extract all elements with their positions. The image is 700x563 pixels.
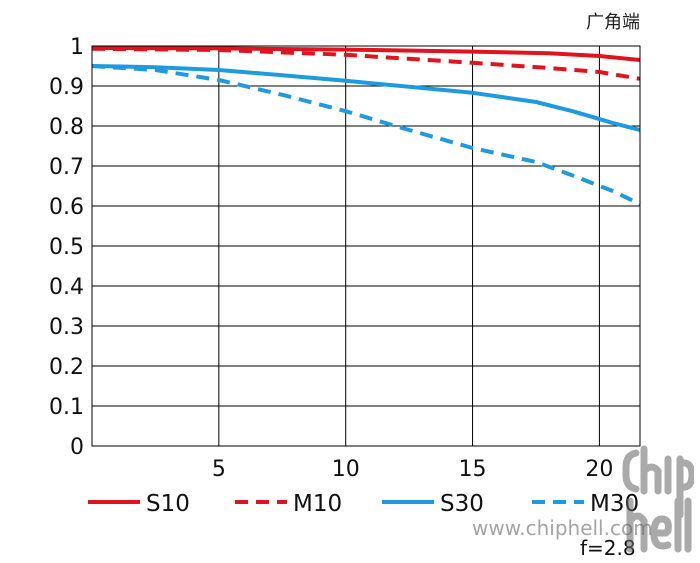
series-line-m30 — [91, 64, 641, 206]
corner-label: 广角端 — [586, 12, 640, 33]
watermark-logo — [622, 445, 694, 553]
y-tick-label: 0.5 — [49, 235, 84, 260]
series-lines — [91, 46, 641, 206]
series-line-s30 — [91, 64, 641, 132]
y-tick-label: 0.7 — [49, 155, 84, 180]
legend-label-m10: M10 — [293, 491, 342, 517]
y-tick-label: 0.9 — [49, 75, 84, 100]
legend-label-s30: S30 — [440, 491, 484, 517]
y-tick-labels: 0 0.1 0.2 0.3 0.4 0.5 0.6 0.7 0.8 0.9 1 — [49, 35, 84, 460]
x-tick-label: 20 — [585, 457, 613, 482]
x-tick-labels: 5 10 15 20 — [212, 457, 614, 482]
y-tick-label: 0.1 — [49, 395, 84, 420]
series-line-m10 — [91, 46, 641, 81]
y-tick-label: 0.3 — [49, 315, 84, 340]
x-tick-label: 15 — [459, 457, 487, 482]
legend-label-s10: S10 — [146, 491, 190, 517]
aperture-label: f=2.8 — [580, 536, 636, 560]
y-tick-label: 0.6 — [49, 195, 84, 220]
legend: S10 M10 S30 M30 — [88, 491, 639, 517]
y-tick-label: 0.4 — [49, 275, 84, 300]
y-tick-label: 1 — [70, 35, 84, 60]
plot-frame — [91, 45, 641, 447]
x-tick-label: 10 — [332, 457, 360, 482]
y-tick-label: 0.2 — [49, 355, 84, 380]
y-tick-label: 0 — [70, 435, 84, 460]
watermark-url: www.chiphell.com — [472, 516, 653, 540]
series-line-s10 — [91, 46, 641, 62]
y-tick-label: 0.8 — [49, 115, 84, 140]
x-tick-label: 5 — [212, 457, 226, 482]
